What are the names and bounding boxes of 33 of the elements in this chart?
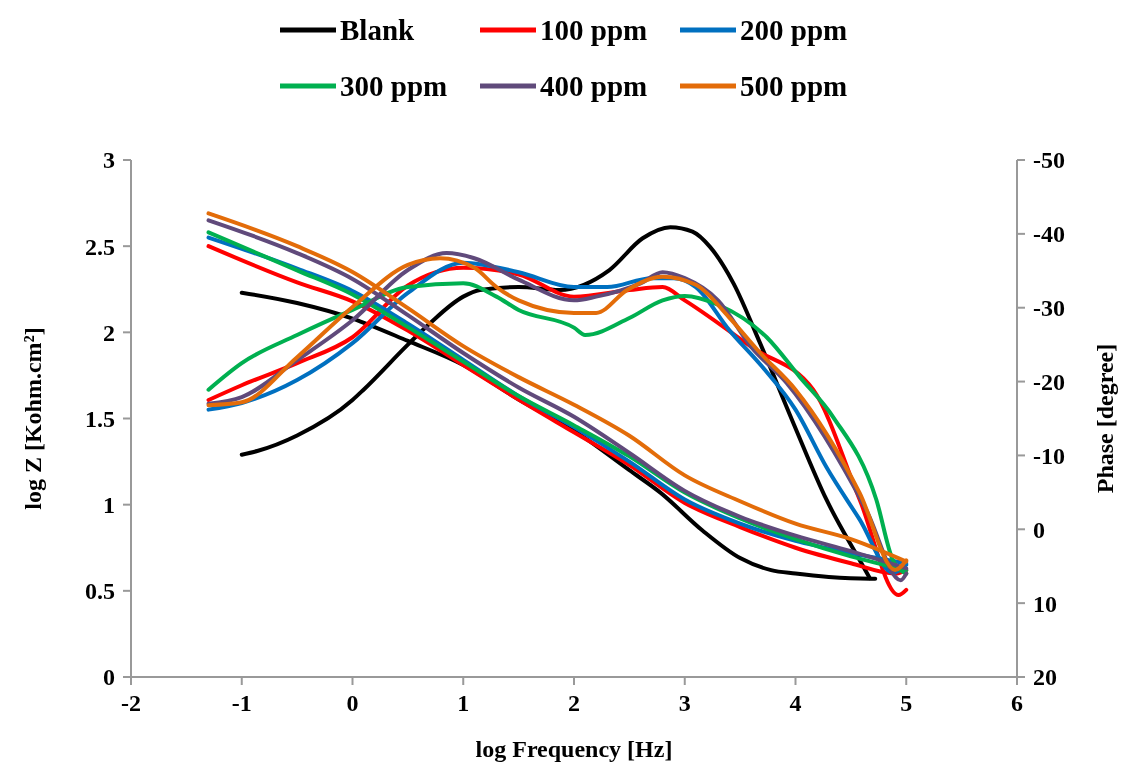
y2-tick-label: -30 xyxy=(1033,295,1065,322)
y-axis-title: log Z [Kohm.cm²] xyxy=(20,327,46,510)
x-tick-label: 1 xyxy=(457,690,470,716)
y2-tick-label: -40 xyxy=(1033,221,1065,248)
y-tick-label: 1.5 xyxy=(85,405,115,432)
x-tick-label: 2 xyxy=(568,690,580,716)
y-tick-label: 1 xyxy=(103,492,115,519)
y2-tick-label: 10 xyxy=(1033,590,1057,617)
x-tick-label: 4 xyxy=(789,690,802,716)
y-tick-label: 2.5 xyxy=(85,233,115,260)
y-tick-label: 0 xyxy=(103,664,115,691)
x-tick-label: -2 xyxy=(121,690,141,716)
y2-tick-label: -20 xyxy=(1033,368,1065,395)
y2-tick-label: -10 xyxy=(1033,442,1065,469)
x-tick-label: 5 xyxy=(900,690,913,716)
x-tick-label: 0 xyxy=(346,690,359,716)
legend-label: 500 ppm xyxy=(740,70,848,103)
y-tick-label: 3 xyxy=(103,147,115,174)
y2-tick-label: -50 xyxy=(1033,147,1065,174)
x-tick-label: 3 xyxy=(678,690,691,716)
x-tick-label: 6 xyxy=(1011,690,1023,716)
y2-axis-title: Phase [degree] xyxy=(1092,343,1118,494)
y-tick-label: 2 xyxy=(103,319,115,346)
legend-label: 100 ppm xyxy=(540,14,648,47)
x-tick-label: -1 xyxy=(231,690,252,716)
x-axis-title: log Frequency [Hz] xyxy=(475,736,673,762)
legend-label: 200 ppm xyxy=(740,14,848,47)
legend-label: Blank xyxy=(340,14,416,47)
y2-tick-label: 0 xyxy=(1033,516,1045,543)
y-tick-label: 0.5 xyxy=(85,578,115,605)
legend-label: 300 ppm xyxy=(340,70,448,103)
y2-tick-label: 20 xyxy=(1033,664,1057,691)
legend-label: 400 ppm xyxy=(540,70,648,103)
